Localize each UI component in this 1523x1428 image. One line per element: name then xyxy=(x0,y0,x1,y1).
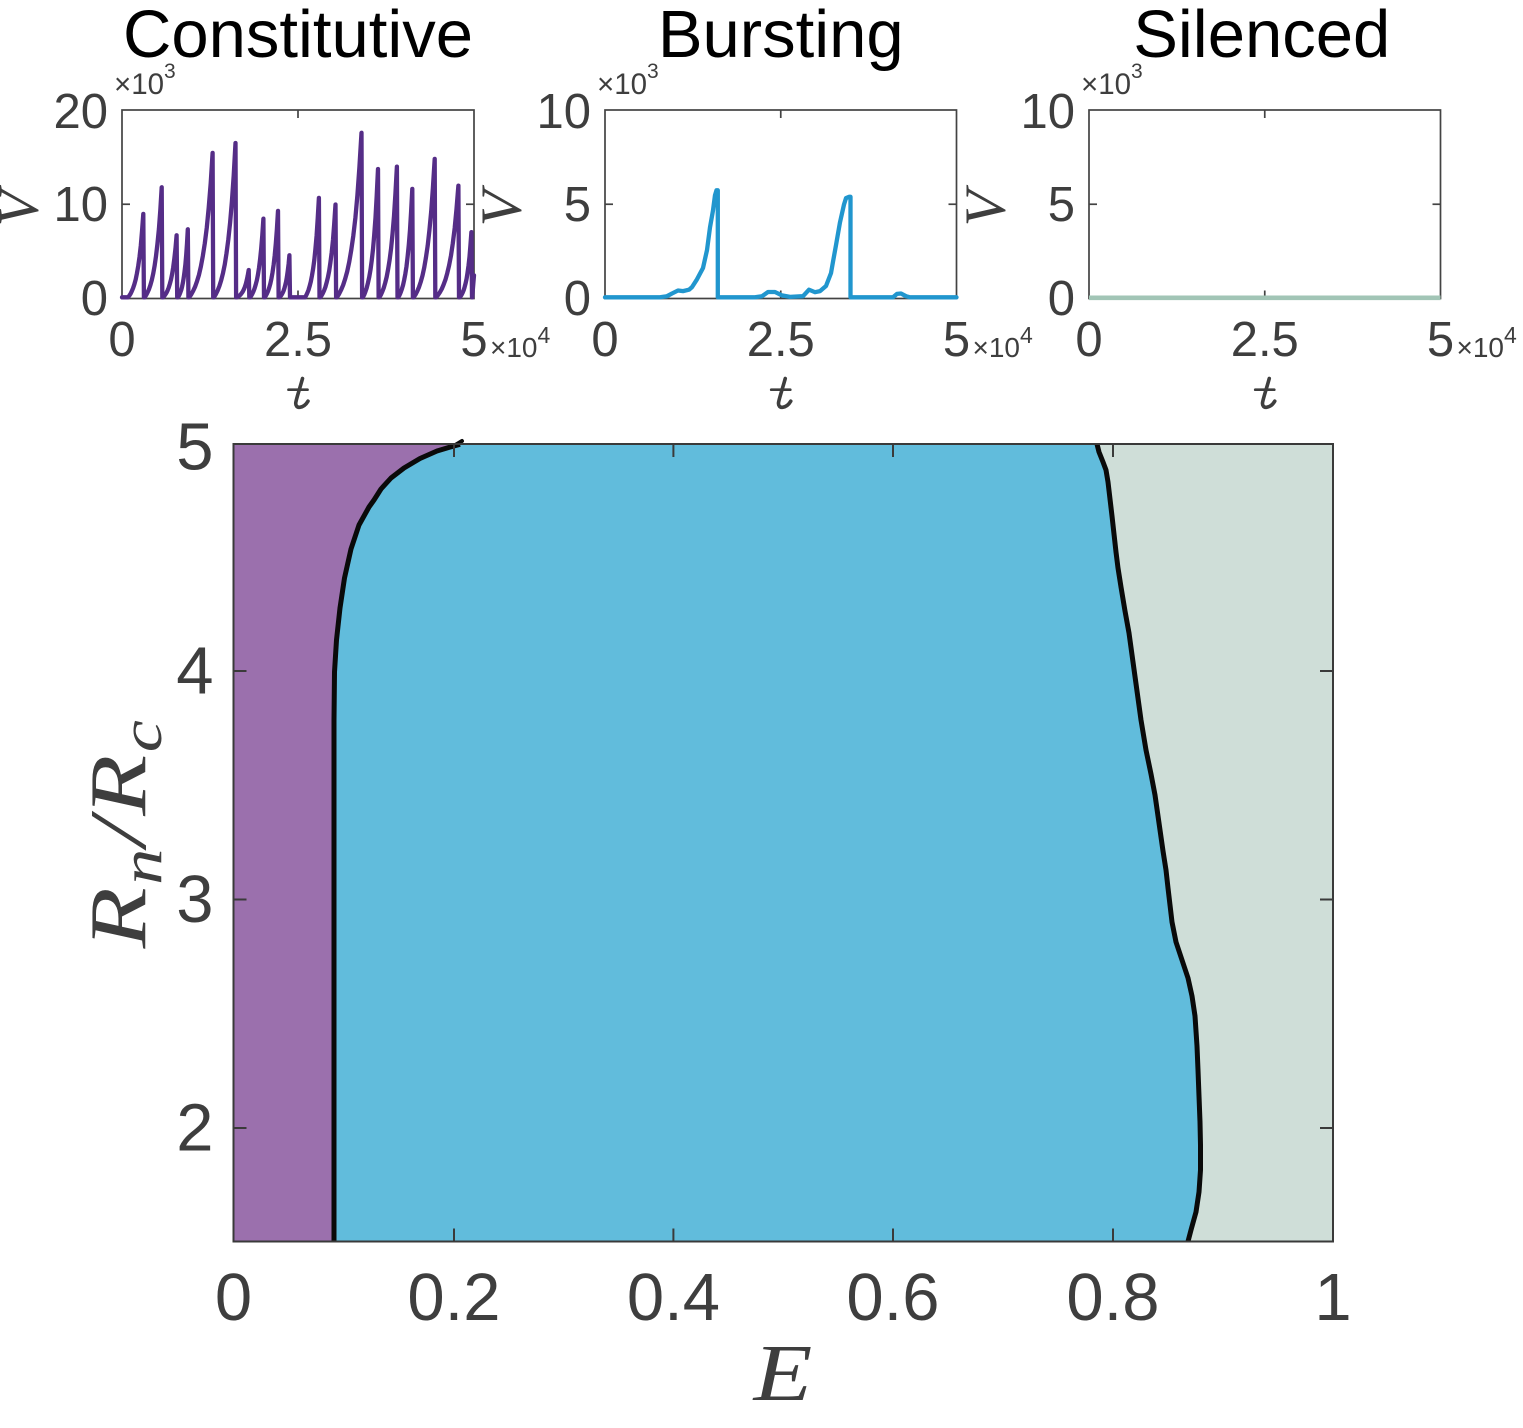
svg-text:5: 5 xyxy=(943,313,970,367)
svg-text:V: V xyxy=(469,184,533,226)
svg-text:0.8: 0.8 xyxy=(1066,1260,1159,1335)
svg-text:0.4: 0.4 xyxy=(627,1260,720,1335)
svg-text:Silenced: Silenced xyxy=(1133,0,1390,72)
svg-text:Bursting: Bursting xyxy=(658,0,904,72)
svg-text:0.6: 0.6 xyxy=(846,1260,939,1335)
svg-text:2.5: 2.5 xyxy=(1231,313,1299,367)
svg-text:5: 5 xyxy=(176,410,213,485)
svg-text:10: 10 xyxy=(536,85,591,139)
svg-text:2.5: 2.5 xyxy=(747,313,815,367)
svg-text:0.2: 0.2 xyxy=(407,1260,500,1335)
svg-text:0: 0 xyxy=(1075,313,1102,367)
svg-text:10: 10 xyxy=(53,178,108,232)
svg-text:0: 0 xyxy=(1048,272,1075,326)
svg-text:0: 0 xyxy=(108,313,135,367)
svg-text:0: 0 xyxy=(215,1260,252,1335)
svg-text:V: V xyxy=(953,184,1017,226)
svg-text:10: 10 xyxy=(1020,85,1075,139)
svg-text:E: E xyxy=(752,1329,813,1418)
svg-text:5: 5 xyxy=(564,178,591,232)
svg-text:5: 5 xyxy=(1427,313,1454,367)
svg-text:0: 0 xyxy=(591,313,618,367)
svg-text:2: 2 xyxy=(176,1091,213,1166)
svg-text:0: 0 xyxy=(564,272,591,326)
svg-text:4: 4 xyxy=(176,634,213,709)
svg-text:Rn/Rc: Rn/Rc xyxy=(73,718,174,950)
svg-text:3: 3 xyxy=(176,862,213,937)
svg-text:0: 0 xyxy=(81,272,108,326)
svg-text:20: 20 xyxy=(53,85,108,139)
svg-text:5: 5 xyxy=(1048,178,1075,232)
svg-text:V: V xyxy=(0,184,50,226)
svg-text:5: 5 xyxy=(460,313,487,367)
svg-text:2.5: 2.5 xyxy=(264,313,332,367)
svg-text:Constitutive: Constitutive xyxy=(123,0,473,72)
svg-text:1: 1 xyxy=(1314,1260,1351,1335)
